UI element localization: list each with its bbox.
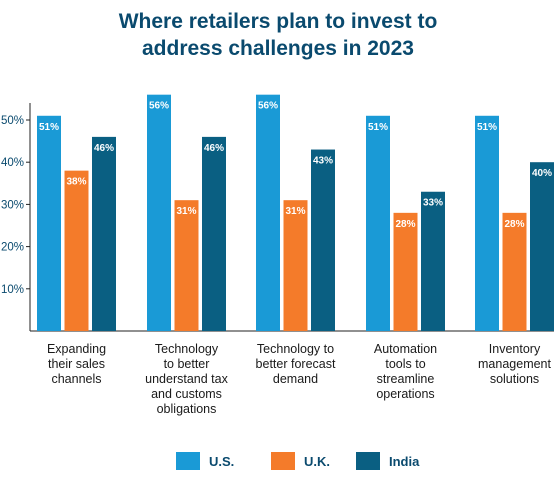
y-tick-label: 20% <box>1 242 24 254</box>
x-category-label-line: to better <box>163 357 210 371</box>
bar-value-label: 56% <box>258 101 278 112</box>
x-category-label-line: Inventory <box>488 342 541 356</box>
legend-swatch <box>176 452 200 470</box>
bar <box>256 94 280 332</box>
x-category-label-line: Technology <box>154 342 219 356</box>
x-category-label-line: streamline <box>376 372 435 386</box>
legend: U.S. U.K. India <box>0 452 556 472</box>
bar-value-label: 51% <box>39 122 59 133</box>
chart-title: Where retailers plan to invest to addres… <box>0 8 556 62</box>
x-category-label-line: their sales <box>48 357 105 371</box>
bar <box>202 136 226 331</box>
x-category-label: Expanding their sales channels <box>27 342 127 387</box>
bar <box>174 200 199 331</box>
x-category-label-line: demand <box>272 372 319 386</box>
bar-value-label: 40% <box>532 168 552 179</box>
legend-item: India <box>356 452 419 470</box>
bar-value-label: 28% <box>395 219 415 230</box>
x-category-label-line: operations <box>376 387 435 401</box>
bar <box>502 212 527 331</box>
x-category-label-line: Technology to <box>256 342 335 356</box>
bar-value-label: 33% <box>423 198 443 209</box>
bar <box>64 170 89 331</box>
bar <box>475 115 499 331</box>
y-tick-label: 10% <box>1 284 24 296</box>
legend-label: U.K. <box>304 453 330 469</box>
x-category-label-line: Automation <box>373 342 438 356</box>
legend-swatch <box>356 452 380 470</box>
bar <box>147 94 171 332</box>
bar-value-label: 56% <box>149 101 169 112</box>
x-category-label-line: better forecast <box>255 357 336 371</box>
x-category-label-line: and customs <box>151 387 222 401</box>
chart-title-line-1: Where retailers plan to invest to <box>118 10 438 33</box>
x-category-label: Inventory management solutions <box>465 342 556 387</box>
bar <box>37 115 61 331</box>
x-category-label-line: Expanding <box>46 342 107 356</box>
bar-value-label: 31% <box>176 206 196 217</box>
bar-value-label: 46% <box>204 143 224 154</box>
bar <box>366 115 390 331</box>
y-tick-label: 50% <box>1 115 24 127</box>
legend-label: U.S. <box>209 453 235 469</box>
bar-value-label: 51% <box>368 122 388 133</box>
bar <box>530 162 554 331</box>
x-category-label-line: tools to <box>385 357 426 371</box>
legend-item: U.K. <box>271 452 330 470</box>
y-tick-label: 40% <box>1 157 24 169</box>
x-category-label: Technology to better forecast demand <box>246 342 346 387</box>
x-category-label-line: solutions <box>489 372 540 386</box>
bar-value-label: 46% <box>94 143 114 154</box>
bar-value-label: 43% <box>313 156 333 167</box>
legend-swatch <box>271 452 295 470</box>
bar-value-label: 38% <box>66 177 86 188</box>
bar-value-label: 31% <box>285 206 305 217</box>
bar <box>92 136 116 331</box>
legend-label: India <box>389 453 420 469</box>
chart-title-line-2: address challenges in 2023 <box>142 37 414 60</box>
bar <box>311 149 335 331</box>
x-category-label-line: obligations <box>156 402 217 416</box>
bar <box>283 200 308 331</box>
x-category-label-line: channels <box>51 372 102 386</box>
bar-value-label: 51% <box>477 122 497 133</box>
bar <box>421 191 445 331</box>
x-category-label-line: understand tax <box>145 372 228 386</box>
x-category-label: Automation tools to streamline operations <box>356 342 456 402</box>
x-category-label: Technology to better understand tax and cus… <box>137 342 237 417</box>
x-category-label-line: management <box>478 357 551 371</box>
bar-value-label: 28% <box>504 219 524 230</box>
y-tick-label: 30% <box>1 199 24 211</box>
legend-item: U.S. <box>176 452 234 470</box>
bar <box>393 212 418 331</box>
